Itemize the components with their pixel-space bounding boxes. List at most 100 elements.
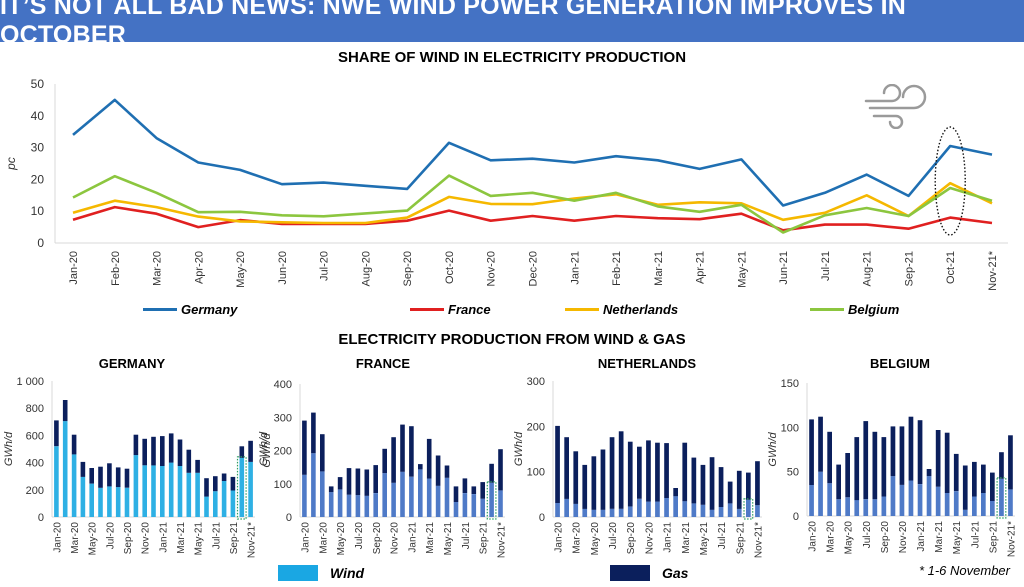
bar-gas: [564, 437, 569, 499]
bar-wind: [213, 491, 218, 517]
bar-gas: [71, 434, 77, 455]
x-tick-label: Jan-20: [808, 521, 819, 552]
x-tick-label: May-20: [88, 522, 99, 556]
bar-wind: [718, 507, 724, 517]
legend-line-swatch: [565, 308, 599, 311]
x-tick-label: Sep-21: [903, 251, 915, 286]
bar-gas: [195, 459, 200, 473]
y-tick-label: 10: [31, 204, 45, 218]
bar-wind: [935, 486, 941, 516]
x-tick-label: Oct-20: [444, 251, 456, 284]
y-tick-label: 150: [781, 378, 799, 390]
x-tick-label: Jan-21: [663, 522, 674, 553]
x-tick-label: Jul-20: [319, 251, 331, 281]
legend-item-netherlands: Netherlands: [565, 302, 678, 317]
bar-wind: [836, 499, 841, 516]
bar-wind: [755, 505, 760, 517]
bar-wind: [489, 482, 494, 517]
bar-gas: [818, 416, 823, 472]
x-tick-label: May-20: [844, 521, 855, 555]
bar-wind: [418, 469, 423, 517]
y-tick-label: 0: [793, 511, 799, 523]
x-tick-label: Jul-21: [461, 522, 472, 550]
bar-gas: [151, 436, 156, 466]
highlight-ellipse: [934, 126, 966, 236]
bar-gas: [133, 434, 139, 456]
x-tick-label: Apr-21: [695, 251, 707, 284]
wind-icon: [862, 83, 932, 134]
bar-gas: [600, 449, 606, 510]
x-tick-label: Mar-21: [425, 522, 436, 554]
x-tick-label: Jan-21: [158, 522, 169, 553]
bar-gas: [872, 431, 878, 500]
bar-gas: [981, 464, 986, 493]
bar-gas: [827, 431, 832, 484]
bar-wind: [863, 499, 869, 516]
bar-gas: [62, 400, 68, 422]
bar-section-title: ELECTRICITY PRODUCTION FROM WIND & GAS: [338, 331, 686, 348]
y-axis-label: GWh/d: [3, 431, 15, 466]
bar-chart-title: FRANCE: [356, 356, 410, 371]
x-tick-label: Jul-21: [820, 251, 832, 281]
y-tick-label: 200: [527, 421, 545, 433]
bar-gas: [836, 464, 841, 500]
bar-gas: [453, 486, 459, 502]
bar-gas: [573, 451, 579, 504]
bar-gas: [239, 446, 245, 458]
bar-wind: [133, 455, 139, 517]
x-tick-label: Jul-21: [970, 521, 981, 549]
bar-gas: [480, 482, 485, 499]
bar-chart-netherlands: NETHERLANDS 0 100 200 300 GWh/d Jan-20 Mar-20 Ma…: [513, 356, 764, 558]
x-tick-label: Aug-21: [862, 251, 874, 286]
bar-gas: [646, 440, 651, 502]
bar-wind: [320, 471, 325, 517]
bar-chart-title: GERMANY: [99, 356, 166, 371]
bar-gas: [854, 437, 860, 501]
bar-wind: [62, 421, 68, 517]
bar-gas: [1008, 435, 1013, 490]
y-tick-label: 40: [31, 109, 45, 123]
x-tick-label: Nov-20: [644, 522, 655, 555]
x-tick-label: Jul-20: [354, 522, 365, 550]
x-tick-label: Nov-20: [898, 521, 909, 554]
bar-wind: [917, 484, 923, 516]
x-tick-label: Mar-21: [653, 251, 665, 286]
series-line-belgium: [72, 174, 993, 234]
bar-gas: [637, 446, 642, 499]
bar-wind: [962, 509, 968, 516]
bar-gas: [80, 461, 86, 477]
bar-wind: [80, 476, 86, 517]
x-tick-label: Jan-21: [569, 251, 581, 285]
bar-gas: [355, 468, 361, 496]
right-y-axis-label: GWh/d: [258, 431, 270, 466]
bar-gas: [391, 437, 396, 483]
y-axis-label: GWh/d: [261, 433, 273, 468]
bar-wind: [204, 496, 209, 517]
x-tick-label: Jul-20: [105, 522, 116, 550]
bar-gas: [664, 443, 669, 498]
bar-wind: [302, 474, 307, 517]
bar-gas: [489, 463, 494, 483]
bar-wind: [664, 498, 669, 517]
bar-gas: [115, 467, 121, 488]
x-tick-label: Jul-21: [211, 522, 222, 550]
bar-wind: [382, 473, 387, 517]
bar-chart-title: NETHERLANDS: [598, 356, 697, 371]
bar-wind: [809, 485, 814, 516]
y-axis-label: pc: [4, 157, 18, 171]
bar-wind: [881, 496, 887, 516]
bar-wind: [564, 498, 569, 517]
x-tick-label: Jul-20: [608, 522, 619, 550]
bar-gas: [435, 455, 441, 486]
x-tick-label: Nov-20: [141, 522, 152, 555]
highlight-box: [486, 481, 497, 520]
x-tick-label: Apr-20: [193, 251, 205, 284]
bar-wind: [827, 483, 832, 516]
bar-gas: [727, 481, 733, 504]
bar-gas: [591, 456, 597, 510]
bar-gas: [160, 436, 165, 466]
bar-wind: [727, 503, 733, 517]
bar-wind: [471, 494, 477, 517]
bar-gas: [89, 468, 94, 484]
bar-gas: [881, 437, 887, 497]
